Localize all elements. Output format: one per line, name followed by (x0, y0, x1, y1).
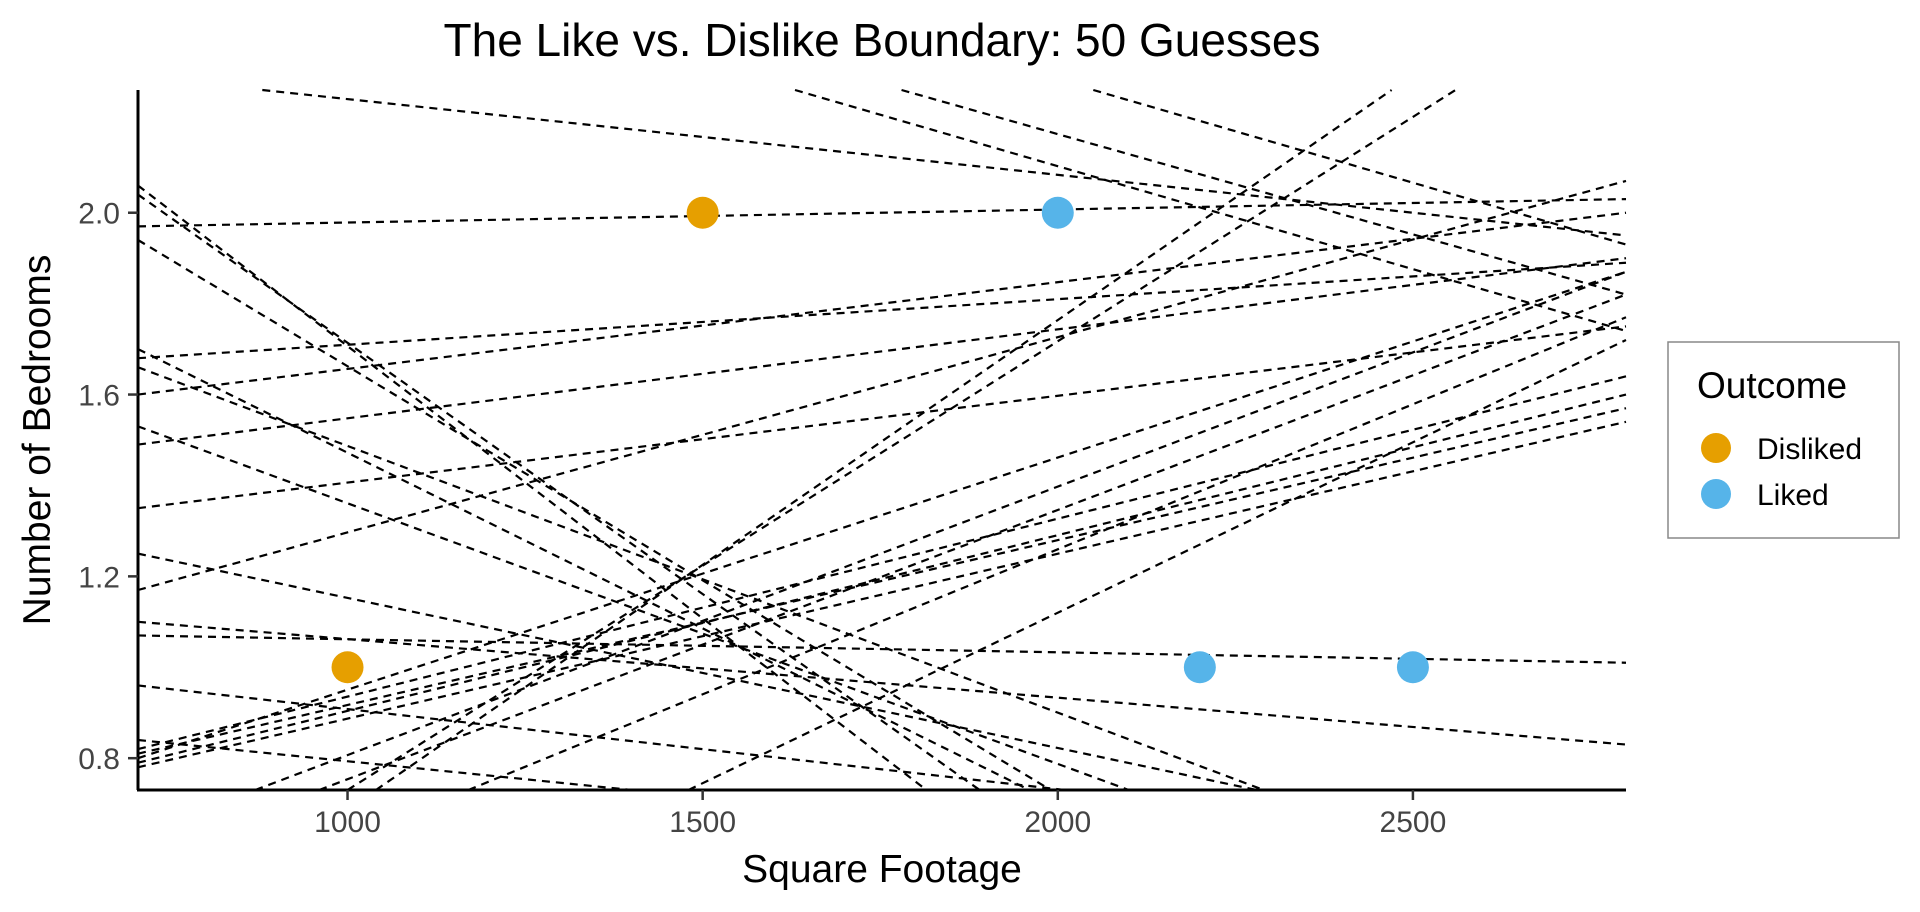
y-tick-label-0.8: 0.8 (78, 743, 120, 776)
boundary-line-18 (262, 88, 1627, 237)
y-tick-label-1.6: 1.6 (78, 380, 120, 413)
boundary-line-21 (1092, 88, 1627, 246)
boundary-line-16 (346, 89, 1457, 791)
boundary-line-3 (137, 261, 1627, 360)
boundary-line-2 (137, 211, 1627, 396)
boundary-line-31 (137, 684, 1066, 792)
boundary-line-24 (137, 239, 1052, 791)
boundary-line-28 (137, 552, 1257, 792)
boundary-line-4 (137, 257, 1627, 446)
boundary-line-14 (467, 316, 1627, 792)
x-axis-title: Square Footage (742, 848, 1022, 891)
boundary-line-15 (687, 339, 1627, 791)
legend-label-disliked: Disliked (1757, 433, 1862, 466)
boundary-line-25 (137, 348, 1030, 791)
data-point-liked-5 (1396, 651, 1429, 684)
data-points (331, 196, 1429, 684)
legend-key-disliked (1701, 433, 1731, 463)
y-tick-label-2: 2.0 (78, 198, 120, 231)
data-point-disliked-1 (331, 651, 364, 684)
boundary-line-23 (137, 193, 981, 791)
data-point-liked-4 (1183, 651, 1216, 684)
guess-lines (137, 88, 1627, 792)
y-axis-title: Number of Bedrooms (16, 255, 59, 626)
legend-label-liked: Liked (1757, 479, 1829, 512)
y-tick-label-1.2: 1.2 (78, 561, 120, 594)
boundary-line-12 (254, 270, 1627, 792)
data-point-disliked-2 (686, 196, 719, 229)
legend: Outcome Disliked Liked (1667, 341, 1900, 539)
boundary-line-1 (137, 197, 1627, 228)
boundary-line-19 (794, 88, 1627, 332)
boundary-line-20 (901, 88, 1627, 296)
x-ticks: 1000 1500 2000 2500 (314, 790, 1446, 839)
x-tick-label-2000: 2000 (1024, 806, 1091, 839)
boundary-line-30 (137, 634, 1627, 664)
legend-title: Outcome (1697, 365, 1847, 406)
x-tick-label-1000: 1000 (314, 806, 381, 839)
boundary-line-29 (137, 620, 1627, 746)
legend-key-liked (1701, 479, 1731, 509)
data-point-liked-3 (1041, 196, 1074, 229)
y-ticks: 0.8 1.2 1.6 2.0 (78, 198, 138, 776)
chart-title: The Like vs. Dislike Boundary: 50 Guesse… (444, 14, 1321, 66)
x-tick-label-2500: 2500 (1380, 806, 1447, 839)
boundary-line-27 (137, 425, 1130, 792)
boundary-line-9 (137, 393, 1627, 764)
boundary-line-6 (137, 179, 1627, 592)
boundary-line-13 (318, 293, 1627, 792)
boundary-line-5 (137, 325, 1627, 510)
boundary-line-7 (137, 270, 1627, 760)
boundary-line-32 (137, 738, 632, 792)
boundary-line-10 (137, 407, 1627, 755)
axes (136, 90, 1626, 792)
boundary-line-17 (375, 89, 1393, 791)
boundary-line-22 (137, 184, 928, 791)
boundary-line-8 (137, 375, 1627, 751)
x-tick-label-1500: 1500 (669, 806, 736, 839)
boundary-line-11 (137, 420, 1627, 769)
boundary-line-26 (137, 366, 1265, 792)
